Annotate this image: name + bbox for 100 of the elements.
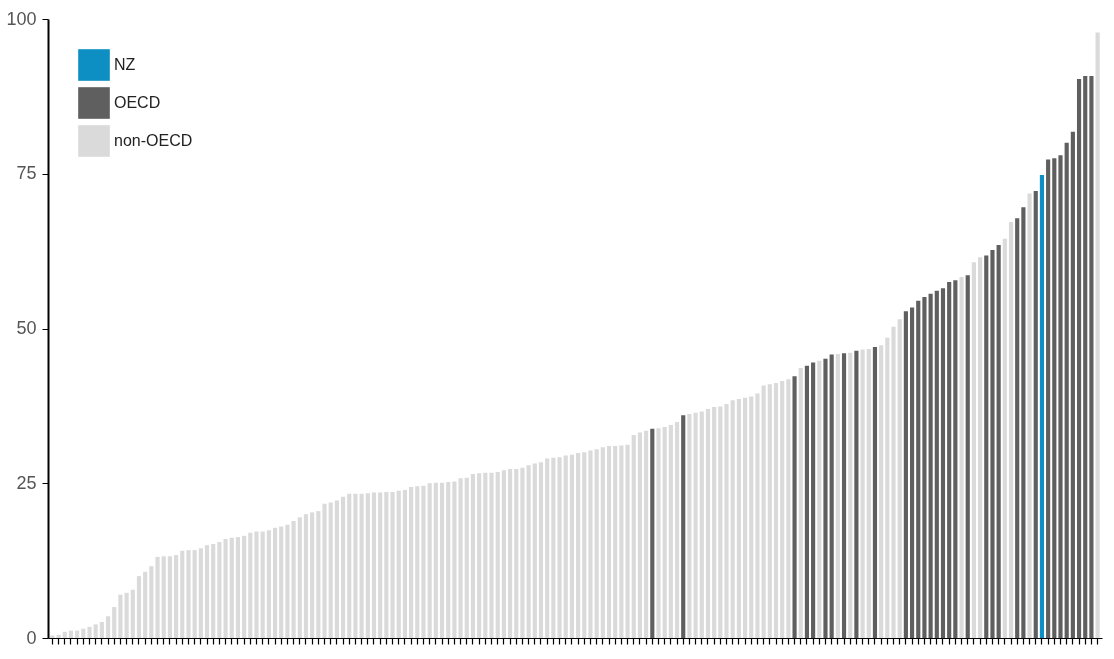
bar — [563, 455, 568, 638]
bar — [204, 545, 210, 638]
bar — [1058, 155, 1063, 638]
bar — [303, 514, 309, 638]
bar — [835, 353, 840, 638]
bar — [297, 517, 302, 638]
bar — [118, 594, 123, 638]
bar — [353, 493, 358, 638]
bar — [266, 530, 271, 638]
bar — [811, 362, 816, 638]
bar — [532, 463, 537, 638]
bar — [359, 493, 364, 638]
bar — [613, 446, 618, 638]
bar — [1046, 159, 1051, 638]
bar — [421, 485, 426, 638]
bar — [724, 404, 729, 638]
bar — [582, 452, 587, 638]
y-tick-label: 0 — [26, 627, 37, 648]
bar — [718, 406, 723, 638]
bar — [909, 307, 915, 638]
bar — [978, 257, 983, 638]
bar — [804, 365, 810, 638]
bar — [62, 631, 67, 638]
bar — [526, 465, 531, 638]
bar — [124, 592, 129, 638]
bar — [668, 425, 673, 638]
bar — [780, 381, 785, 638]
bar — [520, 467, 525, 638]
bar — [681, 415, 686, 638]
bar — [606, 446, 612, 638]
legend-label: OECD — [114, 94, 161, 111]
bar — [885, 337, 890, 638]
bar — [903, 311, 908, 638]
bar — [619, 445, 624, 638]
bar — [328, 502, 333, 638]
legend-label: non-OECD — [114, 132, 193, 149]
y-tick-label: 50 — [16, 318, 37, 338]
bar — [656, 428, 661, 638]
bar — [644, 430, 649, 638]
bar — [650, 428, 655, 638]
bar — [192, 550, 197, 638]
bar — [1039, 174, 1045, 638]
bar — [569, 454, 574, 638]
bar — [637, 432, 643, 638]
bar — [186, 550, 191, 638]
bar — [730, 400, 735, 638]
bar — [56, 634, 61, 638]
bar — [947, 282, 952, 638]
bar — [75, 630, 80, 638]
bar — [1064, 142, 1069, 638]
bar — [384, 491, 389, 638]
bar — [402, 490, 407, 638]
bar — [841, 353, 847, 638]
y-tick-label: 100 — [6, 8, 37, 29]
bar — [458, 478, 463, 638]
bar — [285, 524, 290, 638]
bar — [464, 477, 469, 638]
bar — [916, 300, 921, 638]
bar — [545, 458, 550, 638]
bar — [254, 531, 259, 638]
bar — [439, 482, 445, 638]
bar — [600, 447, 605, 638]
bar — [538, 462, 544, 638]
bar — [223, 538, 228, 638]
bar — [161, 556, 166, 638]
bar — [99, 621, 104, 638]
bar — [229, 537, 234, 638]
bar — [1015, 218, 1020, 638]
bar — [922, 296, 927, 638]
bar — [365, 493, 370, 638]
bar — [866, 348, 871, 638]
bar — [1052, 158, 1057, 638]
bar — [773, 382, 779, 638]
bar — [235, 537, 241, 638]
bar — [279, 526, 284, 638]
bar — [495, 472, 500, 638]
bar — [984, 255, 989, 638]
bar — [872, 347, 878, 638]
bar — [378, 492, 383, 638]
bar — [953, 280, 958, 638]
bar — [514, 469, 519, 638]
bar — [792, 376, 797, 638]
bar — [198, 548, 203, 638]
bar — [965, 275, 970, 638]
bar — [415, 486, 420, 638]
bar — [551, 457, 556, 638]
bar — [105, 616, 111, 638]
bar — [588, 450, 593, 638]
bar — [712, 407, 717, 638]
bar — [371, 492, 377, 638]
bar — [483, 472, 488, 638]
bar — [489, 472, 494, 638]
bar — [155, 556, 160, 638]
bar — [990, 249, 995, 638]
bar — [310, 512, 315, 638]
bar — [396, 490, 401, 638]
bar — [662, 426, 667, 638]
bar — [755, 393, 760, 638]
bar — [860, 349, 865, 638]
bar — [1008, 222, 1014, 638]
